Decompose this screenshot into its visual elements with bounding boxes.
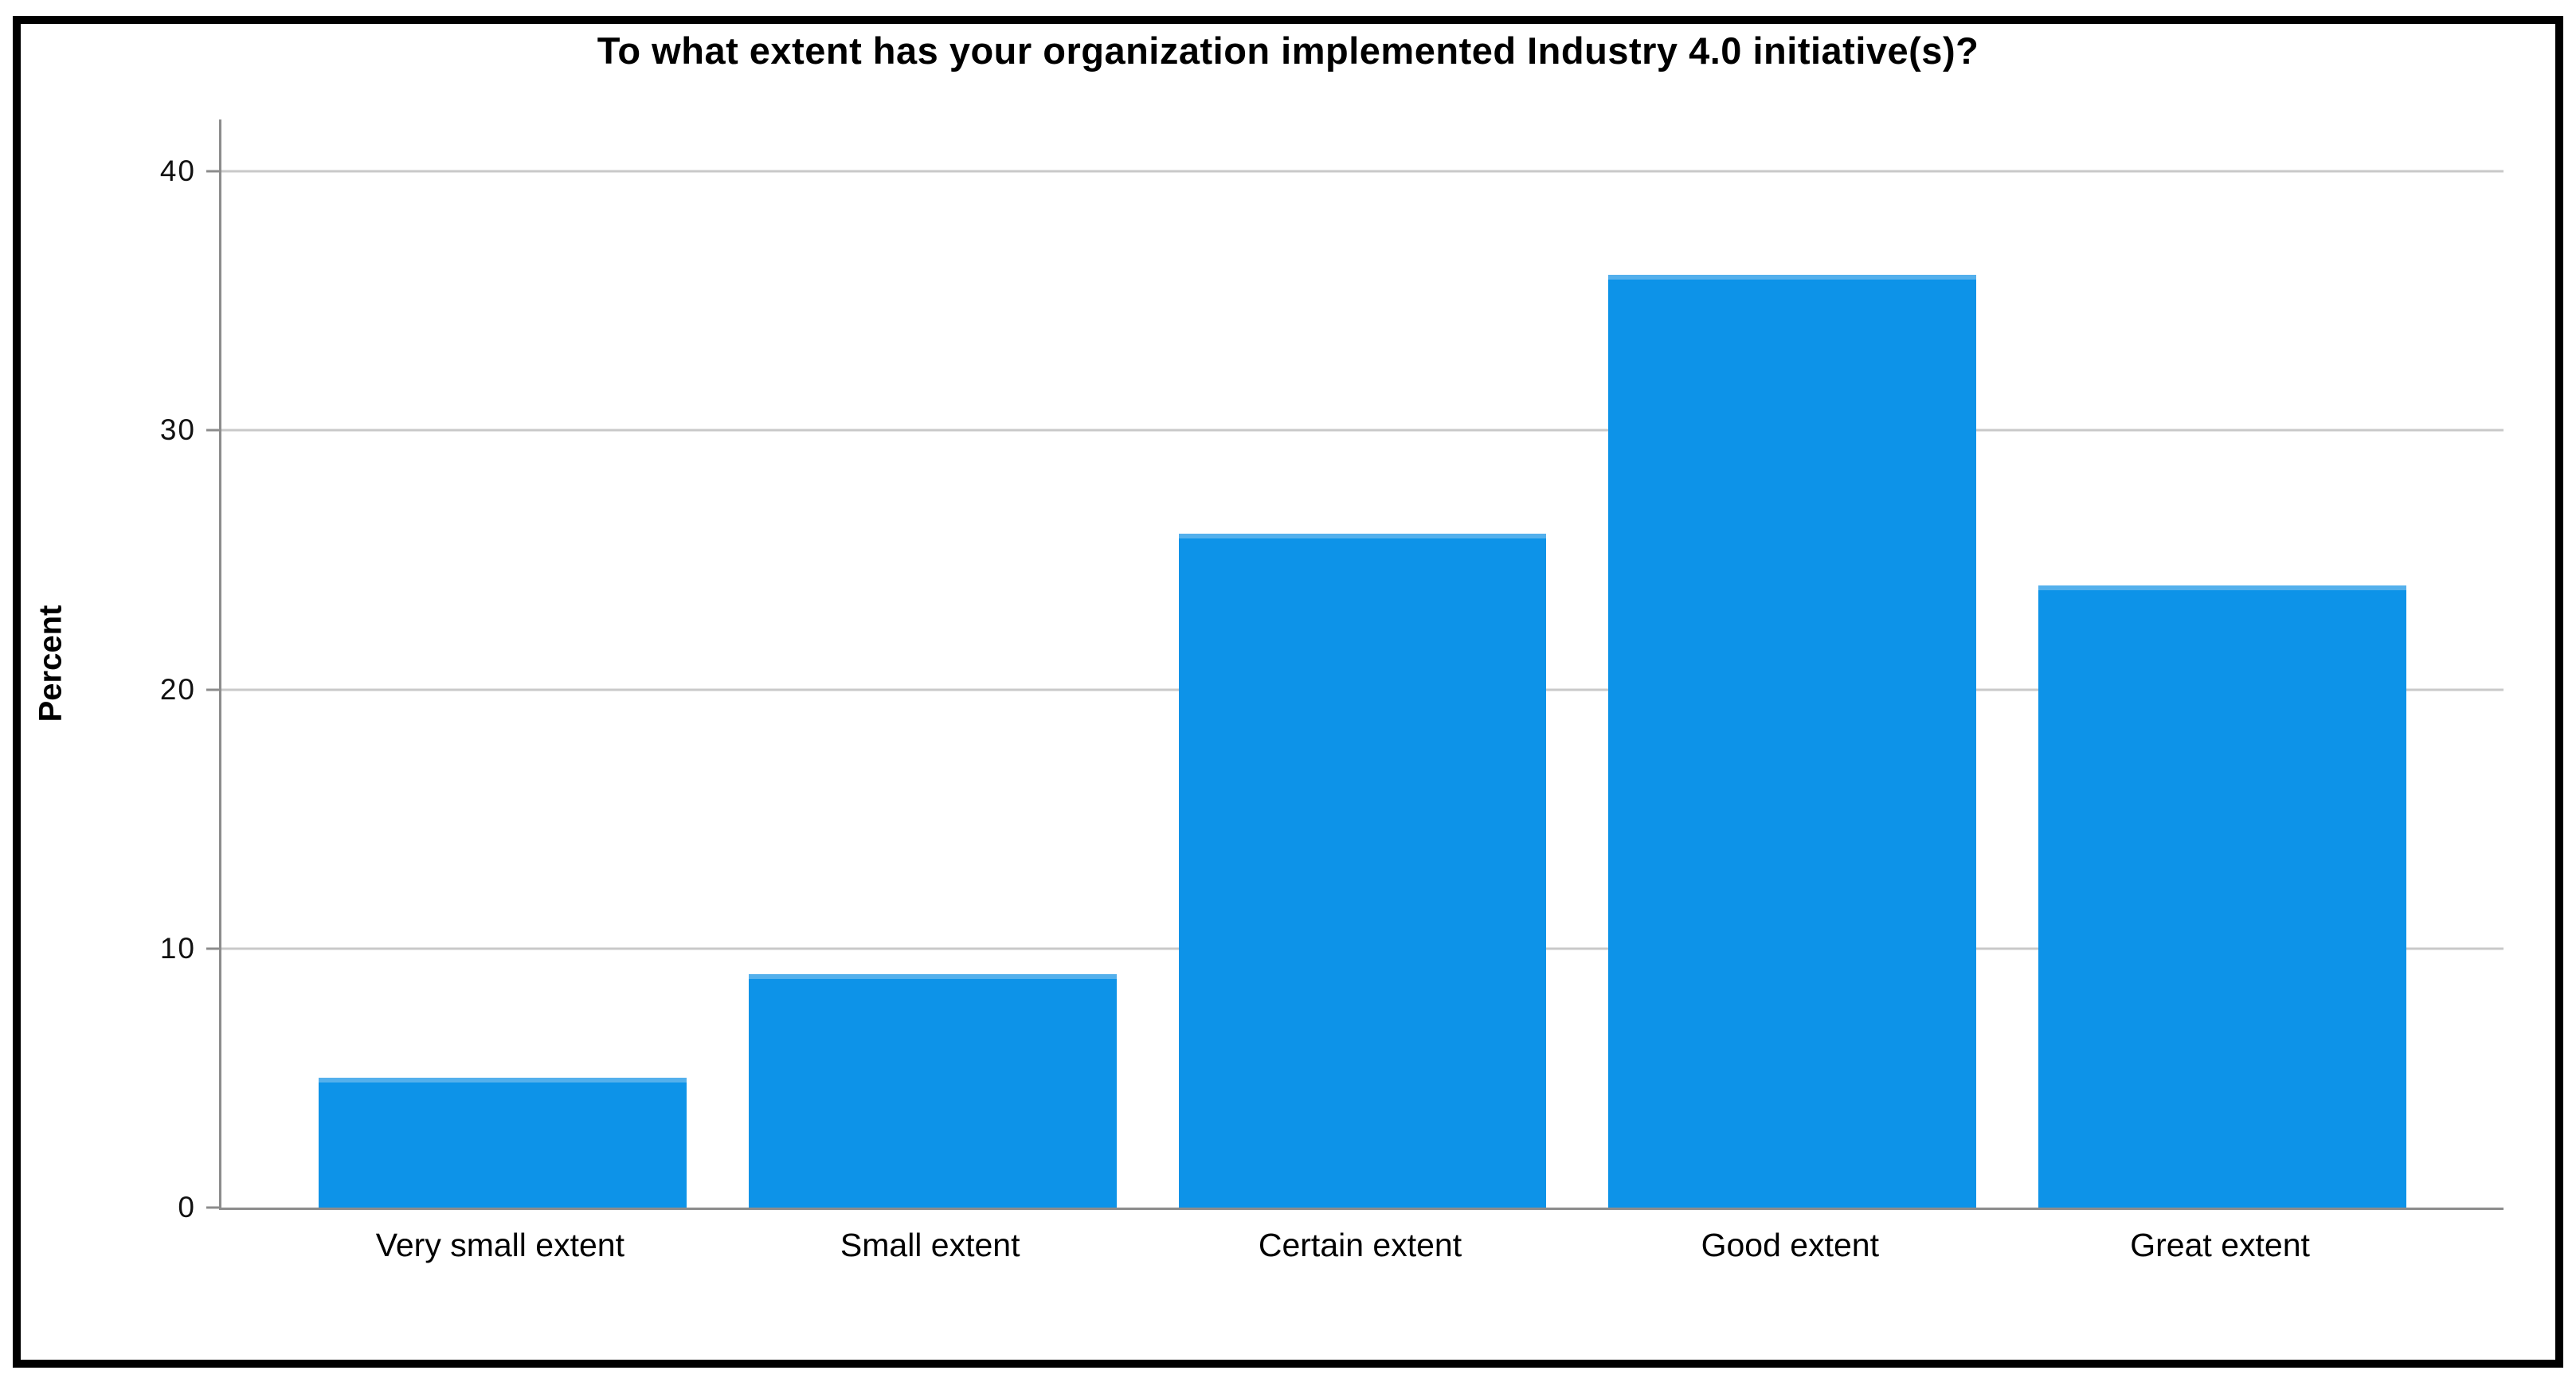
gridline-30 (221, 429, 2504, 432)
y-tick-0 (206, 1206, 221, 1209)
y-tick-label-10: 10 (159, 931, 196, 965)
x-category-label-small-extent: Small extent (840, 1227, 1020, 1263)
plot-area: 0 10 20 30 40 (160, 119, 2504, 1223)
x-label-slot: Great extent (2036, 1227, 2404, 1264)
y-tick-label-20: 20 (159, 672, 196, 706)
y-tick-30 (206, 429, 221, 432)
x-label-slot: Good extent (1606, 1227, 1974, 1264)
bar-small-extent (748, 974, 1117, 1208)
x-category-label-good-extent: Good extent (1701, 1227, 1879, 1263)
y-tick-label-0: 0 (178, 1191, 196, 1223)
bar-good-extent (1608, 275, 1977, 1208)
x-category-label-very-small-extent: Very small extent (375, 1227, 624, 1263)
x-category-label-certain-extent: Certain extent (1258, 1227, 1462, 1263)
y-tick-label-40: 40 (159, 155, 196, 188)
bar-certain-extent (1178, 534, 1547, 1208)
y-tick-10 (206, 947, 221, 950)
y-tick-40 (206, 170, 221, 173)
x-label-slot: Certain extent (1176, 1227, 1544, 1264)
chart-title: To what extent has your organization imp… (597, 29, 1979, 72)
bar-great-extent (2038, 585, 2406, 1208)
x-axis-labels: Very small extent Small extent Certain ext… (219, 1227, 2501, 1264)
gridline-40 (221, 170, 2504, 173)
x-label-slot: Very small extent (316, 1227, 684, 1264)
x-category-label-great-extent: Great extent (2130, 1227, 2310, 1263)
y-tick-label-30: 30 (159, 413, 196, 447)
y-tick-20 (206, 688, 221, 691)
bar-very-small-extent (319, 1078, 687, 1208)
x-label-slot: Small extent (746, 1227, 1114, 1264)
bars-layer (221, 119, 2504, 1208)
y-axis-title: Percent (33, 605, 69, 722)
